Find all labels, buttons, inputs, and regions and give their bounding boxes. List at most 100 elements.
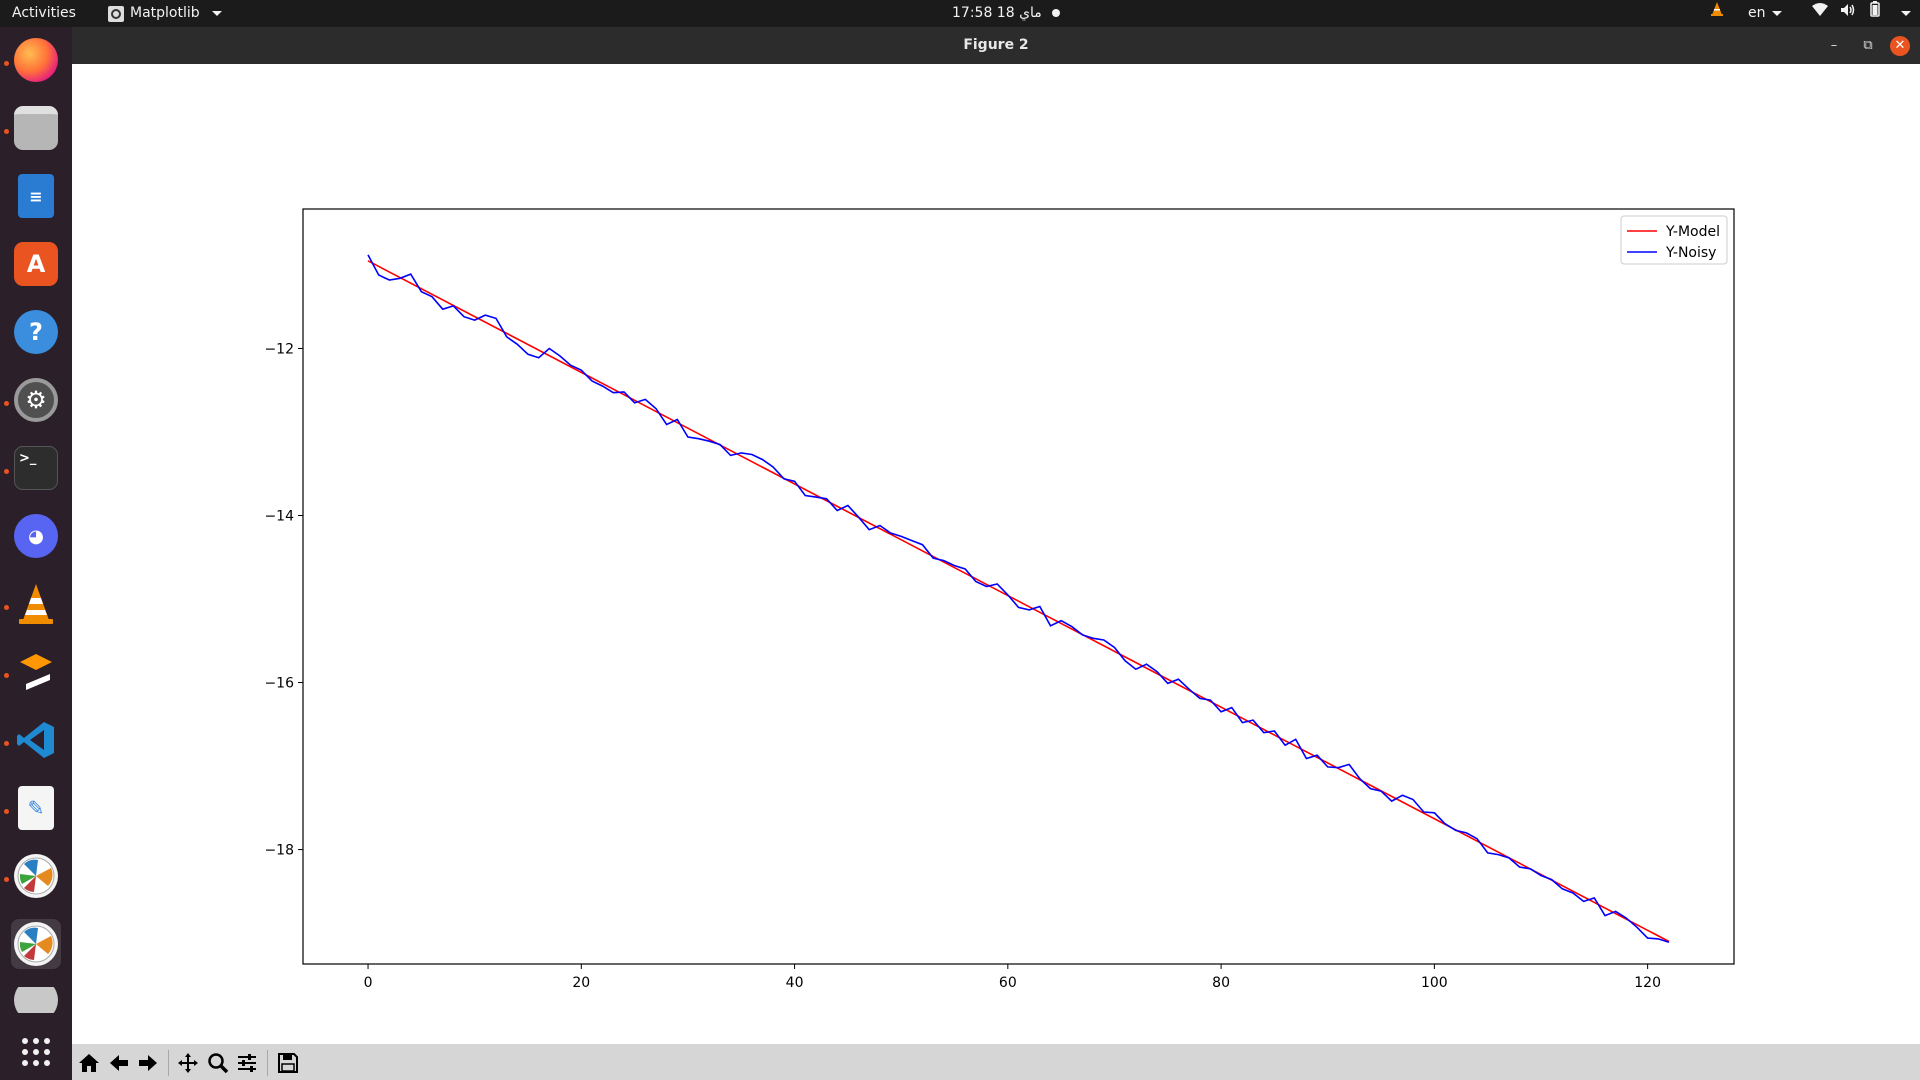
running-indicator [4,673,9,678]
x-tick-label: 100 [1421,975,1448,991]
gear-icon: ⚙ [14,378,58,422]
dock-overflow-item[interactable] [11,987,61,1013]
move-icon [178,1053,198,1073]
legend-label: Y-Model [1665,224,1720,240]
line-chart[interactable]: 0 20 40 60 80 100 120 −12 −14 −16 −18 Y-Model Y-Nois… [72,64,1920,1044]
clock[interactable]: 17:58 ماي 18 [952,5,1042,21]
x-tick-label: 120 [1634,975,1661,991]
chevron-down-icon [1901,10,1911,16]
software-center-icon: A [14,242,58,286]
running-indicator [4,809,9,814]
wifi-icon[interactable] [1812,0,1828,27]
volume-icon[interactable] [1840,0,1856,27]
legend-label: Y-Noisy [1665,245,1716,261]
navigation-toolbar [72,1044,1920,1080]
notification-dot-icon [1052,9,1060,17]
dock-sublime-text[interactable] [11,647,61,697]
power-menu-caret[interactable] [1895,0,1911,27]
window-title: Figure 2 [963,37,1029,53]
dock-terminal[interactable]: >_ [11,443,61,493]
arrow-left-icon [110,1055,128,1071]
chevron-down-icon [211,11,222,16]
series-line-y-model[interactable] [367,260,1670,943]
dock-text-editor[interactable]: ✎ [11,783,61,833]
dock-firefox[interactable] [11,35,61,85]
dock-libreoffice-writer[interactable]: ≡ [11,171,61,221]
top-bar: Activities Matplotlib 17:58 ماي 18 en [0,0,1920,27]
x-tick-label: 20 [572,975,590,991]
running-indicator [4,401,9,406]
title-bar[interactable]: Figure 2 – ⧉ ✕ [72,27,1920,64]
folder-icon [14,106,58,150]
vscode-icon [14,718,58,762]
matplotlib-app-icon [108,5,124,22]
home-icon [79,1054,99,1072]
help-icon: ? [14,310,58,354]
dock-matplotlib-figure-2[interactable] [11,919,61,969]
series-line-y-noisy[interactable] [367,254,1670,944]
magnifier-icon [208,1053,229,1074]
y-tick-label: −16 [264,676,294,692]
back-button[interactable] [106,1050,132,1076]
sliders-icon [238,1054,256,1072]
y-tick-label: −14 [264,509,294,525]
figure-canvas[interactable]: 0 20 40 60 80 100 120 −12 −14 −16 −18 Y-Model Y-Nois… [72,64,1920,1044]
maximize-button[interactable]: ⧉ [1863,38,1873,53]
dock-discord[interactable]: ◕ [11,511,61,561]
y-tick-label: −18 [264,843,294,859]
dock-files[interactable] [11,103,61,153]
dock-vscode[interactable] [11,715,61,765]
chevron-down-icon [1771,10,1782,16]
app-icon [14,987,58,1013]
matplotlib-icon [14,922,58,966]
arrow-right-icon [139,1055,157,1071]
discord-icon: ◕ [14,514,58,558]
text-editor-icon: ✎ [18,786,54,830]
x-tick-label: 40 [786,975,804,991]
floppy-disk-icon [278,1053,298,1073]
language-indicator[interactable]: en [1748,0,1782,27]
y-tick-label: −12 [264,341,294,357]
x-tick-label: 80 [1212,975,1230,991]
forward-button[interactable] [135,1050,161,1076]
figure-window: Figure 2 – ⧉ ✕ 0 20 40 60 80 100 120 −12 −14 −16 −… [72,27,1920,1080]
dock: ≡ A ? ⚙ >_ ◕ ✎ [0,27,72,1080]
dock-vlc[interactable] [11,579,61,629]
battery-icon[interactable] [1870,0,1880,27]
dock-ubuntu-software[interactable]: A [11,239,61,289]
activities-button[interactable]: Activities [12,5,76,21]
running-indicator [4,741,9,746]
app-menu[interactable]: Matplotlib [108,0,222,27]
configure-subplots-button[interactable] [234,1050,260,1076]
dock-settings[interactable]: ⚙ [11,375,61,425]
show-applications-button[interactable] [11,1027,61,1077]
running-indicator [4,469,9,474]
vlc-tray-icon[interactable] [1710,0,1724,27]
running-indicator [4,877,9,882]
dock-help[interactable]: ? [11,307,61,357]
terminal-icon: >_ [14,446,58,490]
running-indicator [4,129,9,134]
save-button[interactable] [275,1050,301,1076]
matplotlib-icon [14,854,58,898]
close-button[interactable]: ✕ [1890,36,1910,56]
toolbar-separator [267,1050,268,1076]
x-tick-label: 0 [364,975,373,991]
x-tick-label: 60 [999,975,1017,991]
home-button[interactable] [76,1050,102,1076]
sublime-text-icon [14,650,58,694]
language-label: en [1748,5,1766,21]
zoom-button[interactable] [205,1050,231,1076]
grid-icon [22,1038,50,1066]
plot-frame [302,208,1735,965]
running-indicator [4,61,9,66]
vlc-cone-icon [14,582,58,626]
toolbar-separator [168,1050,169,1076]
app-menu-label: Matplotlib [130,5,200,21]
firefox-icon [14,38,58,82]
document-icon: ≡ [18,174,54,218]
pan-button[interactable] [175,1050,201,1076]
running-indicator [4,605,9,610]
dock-matplotlib-figure-1[interactable] [11,851,61,901]
minimize-button[interactable]: – [1830,38,1838,53]
